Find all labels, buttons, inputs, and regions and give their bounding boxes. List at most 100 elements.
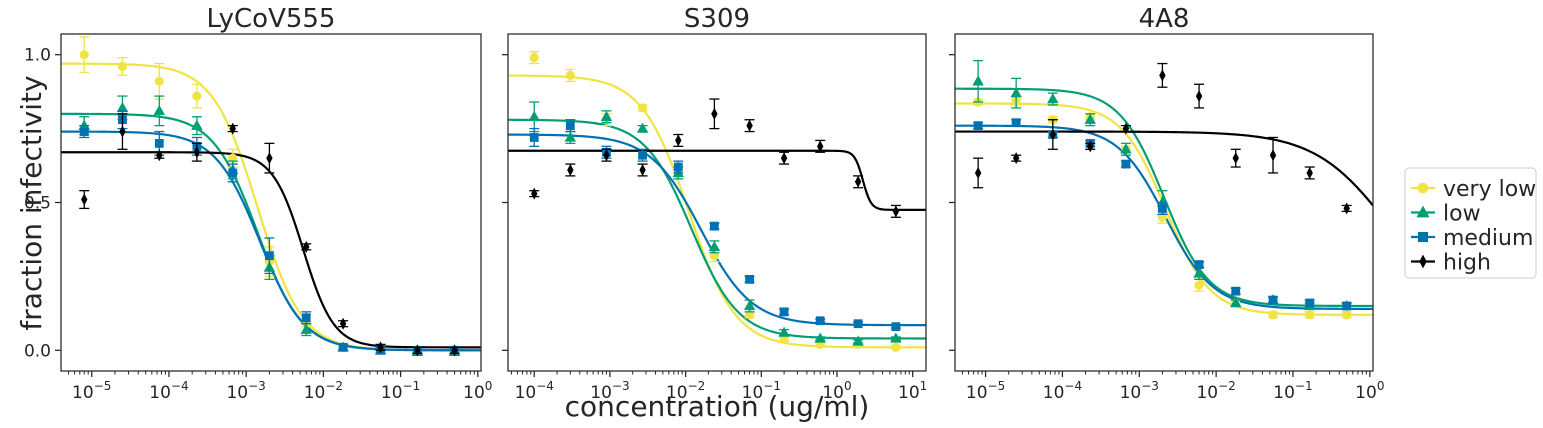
panels: LyCoV555 10−5 10−4 10−3 10−2 10−1 100 0.0 0.5 1.0… xyxy=(24,4,1385,403)
point-high xyxy=(1306,166,1313,179)
point-low xyxy=(191,119,203,130)
point-high xyxy=(156,149,163,162)
point-low xyxy=(972,75,984,86)
x-tick-label: 10−3 xyxy=(590,379,629,403)
x-tick-label: 101 xyxy=(898,379,927,403)
panel-s309: S309 10−4 10−3 10−2 10−1 100 101 xyxy=(502,4,927,403)
point-very-low xyxy=(637,103,648,113)
plot-frame xyxy=(507,33,927,372)
point-high xyxy=(1087,140,1094,153)
point-high xyxy=(119,125,126,138)
point-high xyxy=(1122,122,1130,135)
point-medium xyxy=(891,322,901,332)
point-medium xyxy=(779,307,789,317)
point-low xyxy=(1084,113,1096,124)
point-high xyxy=(1159,69,1166,82)
x-axis-ticks: 10−5 10−4 10−3 10−2 10−1 100 xyxy=(961,371,1384,403)
point-medium xyxy=(745,274,754,284)
point-very-low xyxy=(1305,310,1315,320)
plot-frame xyxy=(60,33,482,372)
legend-frame xyxy=(1404,167,1537,279)
point-high xyxy=(229,122,236,135)
point-high xyxy=(339,317,347,330)
point-low xyxy=(814,332,826,343)
point-low xyxy=(852,335,864,346)
point-very-low xyxy=(192,91,202,101)
x-tick-label: 10−1 xyxy=(1273,379,1312,403)
x-axis-ticks: 10−4 10−3 10−2 10−1 100 101 xyxy=(510,371,927,403)
legend-label: medium xyxy=(1443,226,1533,251)
x-tick-label: 10−5 xyxy=(72,379,111,403)
point-medium xyxy=(638,150,647,160)
point-high xyxy=(892,205,900,218)
x-tick-label: 10−2 xyxy=(304,379,343,403)
legend-item-very-low: very low xyxy=(1411,177,1536,202)
point-high xyxy=(567,163,574,176)
point-high xyxy=(1269,149,1277,162)
x-tick-label: 10−4 xyxy=(515,379,554,403)
y-axis-ticks xyxy=(502,54,508,351)
x-axis-label: concentration (ug/ml) xyxy=(565,390,870,423)
point-medium xyxy=(265,251,274,261)
point-very-low xyxy=(891,342,901,352)
point-high xyxy=(639,163,646,176)
point-low xyxy=(743,299,756,311)
x-tick-label: 10−3 xyxy=(226,379,265,403)
panel-title: S309 xyxy=(684,4,750,34)
x-tick-label: 10−4 xyxy=(1043,379,1082,403)
fit-curve-high xyxy=(508,149,926,211)
point-low xyxy=(1047,93,1059,104)
x-tick-label: 100 xyxy=(1355,379,1384,403)
point-high xyxy=(451,344,458,357)
x-tick-label: 10−1 xyxy=(742,379,781,403)
point-high xyxy=(746,119,753,132)
point-medium xyxy=(1158,204,1167,213)
x-tick-label: 10−4 xyxy=(149,379,188,403)
x-tick-label: 10−1 xyxy=(381,379,420,403)
point-very-low xyxy=(154,76,164,86)
point-high xyxy=(1012,152,1020,165)
point-very-low xyxy=(1342,310,1352,320)
point-medium xyxy=(709,221,719,231)
point-very-low xyxy=(117,61,128,72)
point-low xyxy=(778,326,790,337)
point-medium xyxy=(973,121,983,131)
point-medium xyxy=(301,313,311,323)
point-high xyxy=(81,193,88,206)
point-low xyxy=(1230,297,1242,308)
point-very-low xyxy=(1194,280,1204,290)
legend-marker xyxy=(1417,231,1429,243)
legend-label: low xyxy=(1443,202,1481,227)
data-points xyxy=(972,59,1353,320)
panel-4a8: 4A8 10−5 10−4 10−3 10−2 10−1 100 xyxy=(949,4,1384,403)
point-low xyxy=(600,110,613,121)
point-low xyxy=(636,122,649,133)
point-high xyxy=(531,187,538,200)
point-low xyxy=(564,131,577,142)
legend-label: very low xyxy=(1443,177,1536,202)
point-high xyxy=(1049,128,1057,141)
point-medium xyxy=(79,127,89,136)
point-high xyxy=(377,341,384,354)
point-high xyxy=(266,152,273,165)
point-very-low xyxy=(228,153,238,163)
y-tick-label: 0.5 xyxy=(24,194,51,214)
panel-title: 4A8 xyxy=(1139,4,1190,34)
point-medium xyxy=(1342,301,1352,311)
point-low xyxy=(708,240,721,252)
x-tick-label: 10−5 xyxy=(966,379,1005,403)
point-medium xyxy=(228,168,238,178)
point-medium xyxy=(154,138,164,148)
point-very-low xyxy=(529,53,539,63)
point-medium xyxy=(673,162,683,172)
point-high xyxy=(780,152,788,165)
fit-curves xyxy=(508,74,926,349)
x-tick-label: 10−3 xyxy=(1120,379,1159,403)
point-high xyxy=(303,240,310,253)
point-high xyxy=(1195,90,1203,103)
point-low xyxy=(890,332,902,343)
data-points xyxy=(528,51,902,352)
point-high xyxy=(816,140,824,153)
point-medium xyxy=(1231,286,1241,296)
